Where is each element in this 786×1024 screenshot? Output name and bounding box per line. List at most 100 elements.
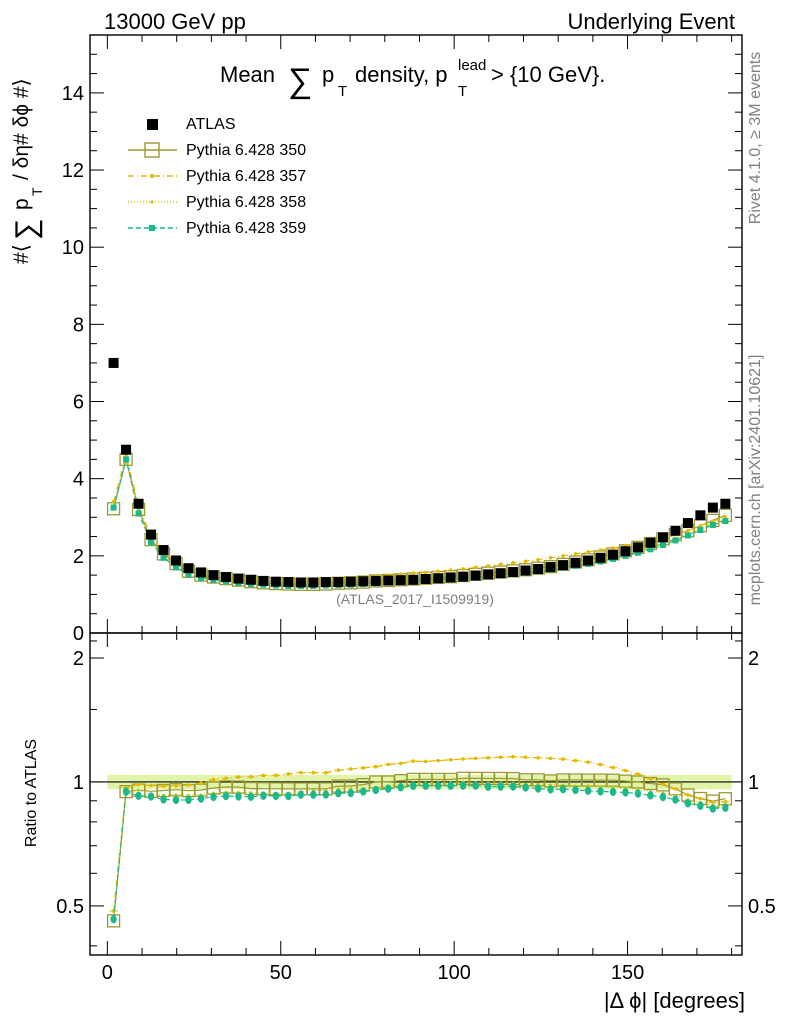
ratio-line-1 [113, 777, 726, 921]
pythia-357-point [486, 564, 490, 568]
ratio-point-359 [347, 788, 354, 798]
legend-marker-350 [144, 142, 160, 158]
atlas-point [508, 567, 519, 578]
atlas-point [345, 576, 356, 587]
atlas-point [620, 546, 631, 557]
atlas-point [320, 577, 331, 588]
ylabel-t: T [29, 187, 45, 196]
ratio-point-357 [536, 756, 540, 760]
ratio-point-359 [410, 781, 417, 791]
ratio-point-357 [723, 799, 728, 804]
ratio-point-357 [411, 759, 416, 763]
ratio-point-359 [335, 788, 342, 798]
ratio-point-357 [249, 775, 253, 779]
atlas-point [258, 575, 269, 586]
ratio-point-357 [611, 765, 615, 770]
ratio-point-359 [634, 789, 642, 798]
legend-entry-357: Pythia 6.428 357 [128, 168, 306, 185]
legend: ATLAS Pythia 6.428 350 Pythia 6.428 357 … [128, 116, 306, 237]
main-ytick-label: 10 [62, 237, 84, 259]
ratio-ytick-label: 2 [73, 648, 84, 670]
atlas-point [720, 498, 731, 509]
atlas-point [545, 562, 556, 573]
atlas-point [208, 570, 219, 581]
x-tick-label: 100 [437, 962, 470, 984]
ratio-point-357 [586, 760, 590, 764]
ratio-ytick-label: 0.5 [56, 896, 84, 918]
pythia-359-point [634, 549, 641, 556]
atlas-point [370, 575, 381, 586]
pythia-357-point [461, 567, 465, 571]
pythia-359-point [110, 504, 117, 511]
ratio-point-359 [135, 791, 142, 801]
pythia-357-point [698, 523, 703, 528]
atlas-point [270, 576, 281, 587]
atlas-point [383, 575, 394, 586]
title-density: density, p [355, 62, 448, 87]
header-right: Underlying Event [567, 9, 735, 34]
ratio-point-357 [286, 772, 291, 776]
ratio-point-359 [172, 795, 180, 805]
pythia-357-point [598, 548, 603, 552]
ratio-point-357 [598, 762, 603, 767]
ratio-point-359 [272, 791, 280, 801]
ylabel-a: #⟨ [10, 244, 33, 264]
ratio-point-359 [197, 794, 205, 803]
pythia-359-point [672, 537, 679, 544]
ratio-point-359 [472, 781, 479, 790]
ratio-point-359 [497, 782, 504, 791]
atlas-point [533, 563, 544, 574]
legend-entry-350: Pythia 6.428 350 [128, 142, 306, 159]
ratio-point-359 [247, 792, 255, 802]
pythia-357-point [511, 560, 515, 565]
atlas-point [295, 577, 306, 588]
atlas-point [707, 502, 718, 513]
atlas-point [445, 572, 456, 583]
atlas-point [470, 570, 481, 581]
ylabel-p: p [10, 198, 33, 210]
pythia-359-point [697, 526, 704, 533]
mcplots-caption: mcplots.cern.ch [arXiv:2401.10621] [747, 355, 764, 606]
pythia-359-point [160, 554, 167, 561]
pythia-359-point [722, 518, 729, 525]
ratio-point-359 [160, 795, 167, 804]
main-ytick-label: 2 [73, 546, 84, 568]
pythia-357-point [498, 562, 503, 567]
atlas-point [433, 573, 444, 584]
main-ytick-label: 8 [73, 314, 84, 336]
atlas-point [583, 555, 594, 566]
ratio-point-359 [422, 781, 429, 791]
ratio-point-357 [436, 758, 440, 763]
title-mean: Mean [220, 62, 275, 87]
series-line-2 [113, 453, 726, 581]
ylabel-b: / δη# δϕ #⟩ [10, 78, 33, 180]
ratio-point-357 [561, 757, 565, 761]
ratio-line-2 [113, 756, 726, 912]
ratio-point-357 [523, 755, 528, 760]
ratio-point-359 [547, 785, 554, 794]
ratio-point-359 [559, 785, 567, 794]
atlas-point [308, 577, 319, 588]
atlas-point [121, 444, 132, 455]
ratio-point-357 [661, 782, 665, 786]
pythia-359-point [173, 564, 180, 571]
ratio-point-359 [647, 791, 654, 800]
ratio-point-358 [586, 784, 590, 788]
atlas-point [682, 518, 693, 529]
ratio-point-357 [224, 776, 228, 781]
ratio-point-357 [486, 755, 490, 760]
atlas-point [645, 537, 656, 548]
legend-label-atlas: ATLAS [186, 116, 236, 133]
atlas-point [108, 357, 119, 368]
atlas-point [420, 573, 431, 584]
ratio-point-359 [360, 787, 367, 796]
pythia-359-point [197, 574, 204, 581]
ratio-point-357 [448, 757, 453, 762]
ratio-line-3 [113, 781, 726, 917]
pythia-357-point [611, 546, 615, 550]
ratio-point-359 [522, 783, 529, 792]
ratio-point-357 [211, 777, 216, 782]
ratio-line-4 [113, 784, 726, 920]
atlas-point [570, 557, 581, 568]
